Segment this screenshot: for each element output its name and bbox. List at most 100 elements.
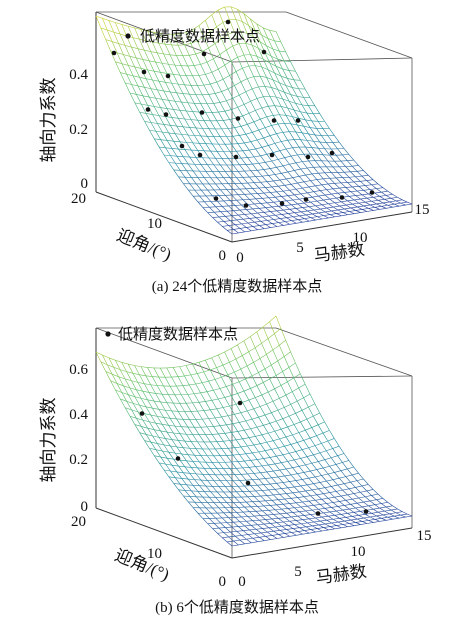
surface-mesh-line <box>234 474 240 481</box>
surface-mesh-line <box>265 500 272 502</box>
surface-mesh-line <box>182 55 188 67</box>
surface-mesh-line <box>282 418 288 428</box>
surface-mesh-line <box>257 137 264 141</box>
surface-mesh-line <box>308 403 315 408</box>
sample-point <box>175 456 181 461</box>
surface-mesh-line <box>347 200 353 205</box>
surface-mesh-line <box>353 199 360 204</box>
surface-mesh-line <box>166 33 172 46</box>
surface-mesh-line <box>202 157 208 165</box>
surface-mesh-line <box>201 47 209 52</box>
surface-mesh-line <box>281 488 287 494</box>
surface-mesh-line <box>225 216 231 221</box>
surface-mesh-line <box>236 468 242 475</box>
surface-mesh-line <box>304 217 311 219</box>
surface-mesh-line <box>291 204 297 209</box>
surface-mesh-line <box>219 49 227 55</box>
surface-mesh-line <box>315 185 321 191</box>
surface-mesh-line <box>173 483 179 491</box>
surface-mesh-line <box>242 355 248 367</box>
surface-mesh-line <box>248 436 256 438</box>
surface-mesh-line <box>169 91 176 102</box>
surface-mesh-line <box>210 491 216 498</box>
surface-mesh-line <box>283 520 290 523</box>
surface-mesh-line <box>336 489 343 492</box>
surface-mesh-line <box>249 466 256 468</box>
surface-mesh-line <box>290 444 296 452</box>
surface-mesh-line <box>216 177 223 185</box>
surface-mesh-line <box>187 478 194 486</box>
surface-mesh-line <box>258 368 266 373</box>
surface-mesh-line <box>199 170 205 178</box>
surface-mesh-line <box>203 83 211 86</box>
surface-mesh-line <box>308 205 316 207</box>
surface-mesh-line <box>205 171 211 178</box>
surface-mesh-line <box>324 193 332 196</box>
surface-mesh-line <box>372 179 379 185</box>
surface-mesh-line <box>236 199 242 206</box>
surface-mesh-line <box>165 147 171 156</box>
surface-mesh-line <box>284 517 290 522</box>
surface-mesh-line <box>273 530 279 535</box>
surface-mesh-line <box>381 518 387 521</box>
surface-mesh-line <box>344 504 351 506</box>
surface-mesh-line <box>326 450 332 458</box>
surface-mesh-line <box>173 459 179 467</box>
surface-mesh-line <box>255 110 261 120</box>
surface-mesh-line <box>290 155 297 163</box>
surface-mesh-line <box>260 220 268 222</box>
surface-mesh-line <box>308 105 314 114</box>
surface-mesh-line <box>309 97 316 106</box>
surface-mesh-line <box>264 86 271 97</box>
surface-mesh-line <box>290 498 297 504</box>
surface-mesh-line <box>102 354 109 359</box>
surface-mesh-line <box>281 214 287 218</box>
surface-mesh-line <box>102 18 109 21</box>
surface-mesh-line <box>247 534 254 539</box>
surface-mesh-line <box>366 522 374 524</box>
surface-mesh-line <box>215 416 222 419</box>
surface-mesh-line <box>214 38 222 44</box>
surface-mesh-line <box>313 412 320 417</box>
surface-mesh-line <box>268 145 274 153</box>
surface-mesh-line <box>244 194 250 200</box>
surface-mesh-line <box>273 514 279 519</box>
surface-mesh-line <box>224 486 231 493</box>
surface-mesh-line <box>142 419 150 423</box>
surface-mesh-line <box>191 177 197 185</box>
surface-mesh-line <box>186 142 192 151</box>
surface-mesh-line <box>378 510 385 513</box>
surface-mesh-line <box>269 62 275 74</box>
surface-mesh-line <box>305 510 311 515</box>
surface-mesh-line <box>297 530 305 532</box>
surface-mesh-line <box>222 22 229 35</box>
surface-mesh-line <box>248 149 255 158</box>
surface-mesh-line <box>329 154 335 162</box>
surface-mesh-line <box>134 66 140 78</box>
surface-mesh-line <box>192 485 199 492</box>
surface-mesh-line <box>281 171 288 174</box>
surface-mesh-line <box>310 495 316 501</box>
surface-mesh-line <box>170 155 177 157</box>
surface-mesh-line <box>181 134 187 143</box>
surface-mesh-line <box>242 467 248 475</box>
surface-mesh-line <box>187 454 194 462</box>
surface-mesh-line <box>142 390 150 393</box>
surface-mesh-line <box>211 400 217 409</box>
surface-mesh-line <box>246 520 253 522</box>
surface-mesh-line <box>157 416 163 425</box>
surface-mesh-line <box>288 212 295 214</box>
surface-mesh-line <box>366 196 374 199</box>
surface-mesh-line <box>218 6 225 11</box>
surface-mesh-line <box>376 203 382 207</box>
surface-mesh-line <box>160 430 166 439</box>
surface-mesh-line <box>392 517 400 520</box>
surface-mesh-line <box>321 529 329 532</box>
surface-mesh-line <box>189 496 195 503</box>
surface-mesh-line <box>149 129 156 132</box>
surface-mesh-line <box>246 33 253 46</box>
surface-mesh-line <box>321 443 327 451</box>
surface-mesh-line <box>303 470 311 473</box>
surface-mesh-line <box>241 183 247 189</box>
surface-mesh-line <box>256 96 264 99</box>
